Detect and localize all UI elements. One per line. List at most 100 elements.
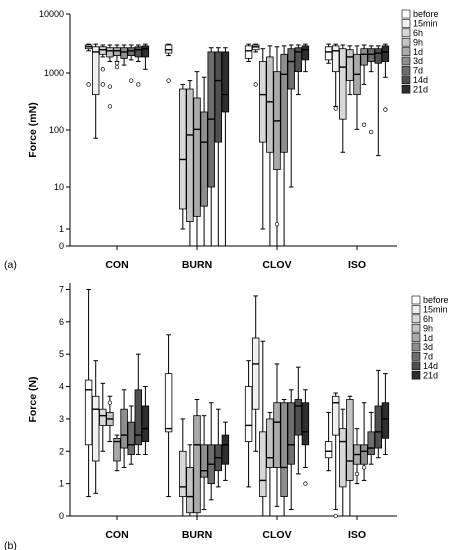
box-body [92,395,100,462]
legend-swatch [411,323,421,333]
box-body [259,61,267,143]
legend-swatch [401,75,411,85]
outlier-point [274,222,280,227]
box-body [273,402,281,468]
outlier-point [86,82,91,87]
box-9h-CLOV [266,411,274,517]
box-before-CON [84,43,93,87]
box-body [287,48,295,90]
outlier-point [100,82,105,87]
box-body [339,48,347,120]
box-body [324,46,333,61]
box-1d-ISO [353,428,361,485]
category-label: BURN [182,259,212,271]
box-body [186,467,194,514]
box-body [266,56,274,153]
box-7d-BURN [207,47,215,247]
legend-swatch [411,305,421,314]
box-body [331,45,340,73]
box-3d-CLOV [280,399,288,517]
box-6h-BURN [179,83,187,230]
box-body [179,450,187,497]
legend-label: 14d [423,361,438,371]
box-21d-ISO [381,373,390,456]
outlier-point [166,78,171,83]
box-6h-CLOV [259,340,267,517]
legend-swatch [401,66,411,75]
outlier-point [129,78,134,83]
y-tick-label: 4 [59,382,64,392]
box-3d-BURN [200,76,208,247]
box-body [339,428,347,488]
box-before-CON [84,288,93,498]
legend-label: 15min [423,305,448,315]
box-14d-CLOV [294,44,302,96]
category-label: BURN [182,529,212,541]
box-body [259,431,267,497]
category-label: ISO [348,259,366,271]
box-9h-ISO [346,45,354,96]
box-body [360,48,368,66]
box-body [301,45,310,61]
y-tick-label: 10 [54,182,64,192]
box-9h-BURN [186,444,194,517]
box-7d-CLOV [287,389,295,511]
legend-swatch [411,352,421,361]
box-3d-CON [120,389,128,468]
box-body [221,51,230,113]
legend-swatch [401,47,411,56]
box-6h-ISO [339,44,347,153]
box-body [244,386,253,442]
box-9h-ISO [346,395,354,517]
box-body [193,97,201,217]
box-6h-ISO [339,408,347,517]
y-tick-label: 1 [59,479,64,489]
box-body [381,402,390,439]
legend-swatch [401,56,411,66]
box-body [381,45,390,62]
box-body [294,399,302,436]
box-body [84,379,93,446]
box-body [141,405,150,442]
box-6h-BURN [179,418,187,517]
box-body [294,47,302,73]
outlier-point [303,481,308,486]
box-body [200,444,208,478]
legend-label: 3d [423,342,433,352]
box-3d-BURN [200,415,208,511]
box-body [280,402,288,497]
y-tick-label: 1 [59,224,64,234]
box-body [301,402,310,446]
box-3d-ISO [360,44,368,127]
y-tick-label: 0 [59,241,64,251]
box-body [331,395,340,436]
legend-label: 9h [413,37,423,47]
box-7d-CON [127,405,135,465]
box-15min-ISO [331,43,340,111]
legend-swatch [401,19,411,28]
box-body [134,46,142,58]
box-body [266,418,274,468]
box-body [141,45,150,58]
legend-swatch [411,314,421,324]
legend-label: 1d [413,47,423,57]
box-before-ISO [324,43,333,64]
legend-label: 21d [413,84,428,94]
outlier-point [354,471,360,477]
box-9h-CON [106,395,114,443]
box-body [99,408,107,426]
outlier-point [383,107,388,112]
box-body [367,431,375,455]
legend-swatch [411,333,421,342]
y-tick-label: 100 [49,125,64,135]
box-1d-CLOV [273,46,281,247]
box-body [113,47,121,56]
box-14d-BURN [214,408,222,488]
box-21d-ISO [381,43,390,112]
box-9h-CON [106,44,114,109]
category-label: CON [105,259,128,271]
box-body [200,111,208,207]
panel-b-chart: 0 1 2 3 4 5 6 7 Force (N) CON BURN CLOV ISO (b) before… [4,283,449,550]
